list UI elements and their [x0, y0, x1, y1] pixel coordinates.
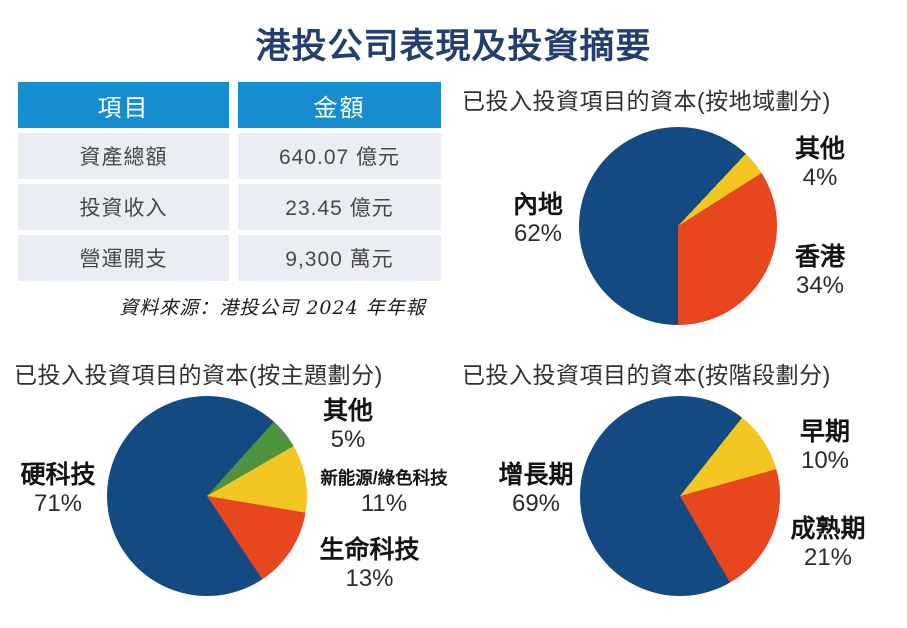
slice-percent: 62% — [513, 220, 563, 247]
pie-geo-label-hongkong: 香港 34% — [772, 243, 868, 299]
pie-geo-label-mainland: 內地 62% — [488, 191, 588, 247]
slice-percent: 69% — [511, 490, 561, 517]
slice-label: 生命科技 — [319, 536, 420, 564]
slice-label: 香港 — [794, 243, 845, 271]
source-note: 資料來源：港投公司 2024 年年報 — [119, 297, 426, 319]
slice-percent: 34% — [795, 272, 845, 299]
table-header-item: 項目 — [18, 82, 229, 128]
table-cell-item: 營運開支 — [18, 235, 229, 281]
slice-percent: 13% — [345, 565, 394, 592]
slice-percent: 4% — [802, 164, 838, 191]
table-cell-item: 投資收入 — [18, 184, 229, 230]
slice-label: 其他 — [794, 135, 845, 163]
table-header-amount: 金額 — [238, 82, 441, 128]
slice-label: 硬科技 — [20, 461, 96, 489]
slice-label: 內地 — [512, 191, 563, 219]
slice-label: 其他 — [322, 397, 373, 425]
slice-percent: 5% — [330, 426, 366, 453]
pie-chart-stage — [580, 396, 780, 596]
table-cell-amount: 640.07 億元 — [238, 133, 441, 179]
pie-theme-label-greentech: 新能源/綠色科技 11% — [310, 466, 458, 517]
pie-chart-geography — [579, 127, 777, 325]
chart-title-stage: 已投入投資項目的資本(按階段劃分) — [462, 362, 831, 388]
pie-stage-label-early: 早期 10% — [775, 418, 875, 474]
chart-title-theme: 已投入投資項目的資本(按主題劃分) — [14, 362, 383, 388]
pie-chart-theme — [107, 396, 307, 596]
slice-percent: 71% — [33, 490, 83, 517]
chart-title-geography: 已投入投資項目的資本(按地域劃分) — [462, 88, 831, 114]
slice-label: 增長期 — [498, 461, 574, 489]
slice-percent: 21% — [803, 544, 853, 571]
slice-label: 成熟期 — [790, 515, 866, 543]
pie-geo-label-other: 其他 4% — [772, 135, 868, 191]
pie-theme-label-hardtech: 硬科技 71% — [3, 461, 113, 517]
pie-theme-label-lifetech: 生命科技 13% — [312, 536, 427, 592]
pie-stage-label-growth: 增長期 69% — [478, 461, 594, 517]
pie-stage-label-mature: 成熟期 21% — [770, 515, 886, 571]
pie-theme-label-other: 其他 5% — [298, 397, 398, 453]
slice-label: 早期 — [799, 418, 850, 446]
table-cell-amount: 23.45 億元 — [238, 184, 441, 230]
table-cell-item: 資產總額 — [18, 133, 229, 179]
slice-percent: 10% — [800, 447, 850, 474]
page-title: 港投公司表現及投資摘要 — [255, 27, 652, 66]
slice-percent: 11% — [360, 490, 408, 517]
summary-table: 項目 金額 資產總額 640.07 億元 投資收入 23.45 億元 營運開支 … — [18, 82, 441, 281]
table-cell-amount: 9,300 萬元 — [238, 235, 441, 281]
slice-label: 新能源/綠色科技 — [320, 468, 448, 488]
